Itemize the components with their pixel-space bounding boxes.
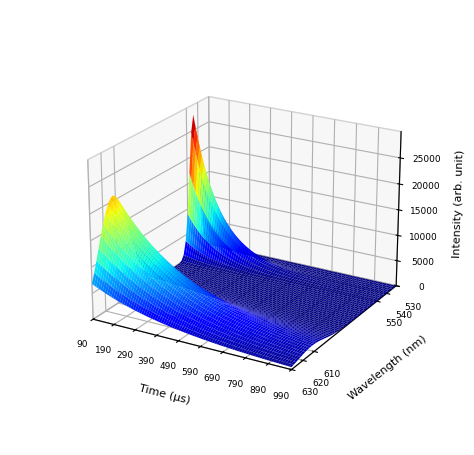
Y-axis label: Wavelength (nm): Wavelength (nm): [346, 334, 428, 402]
X-axis label: Time (μs): Time (μs): [138, 384, 191, 406]
